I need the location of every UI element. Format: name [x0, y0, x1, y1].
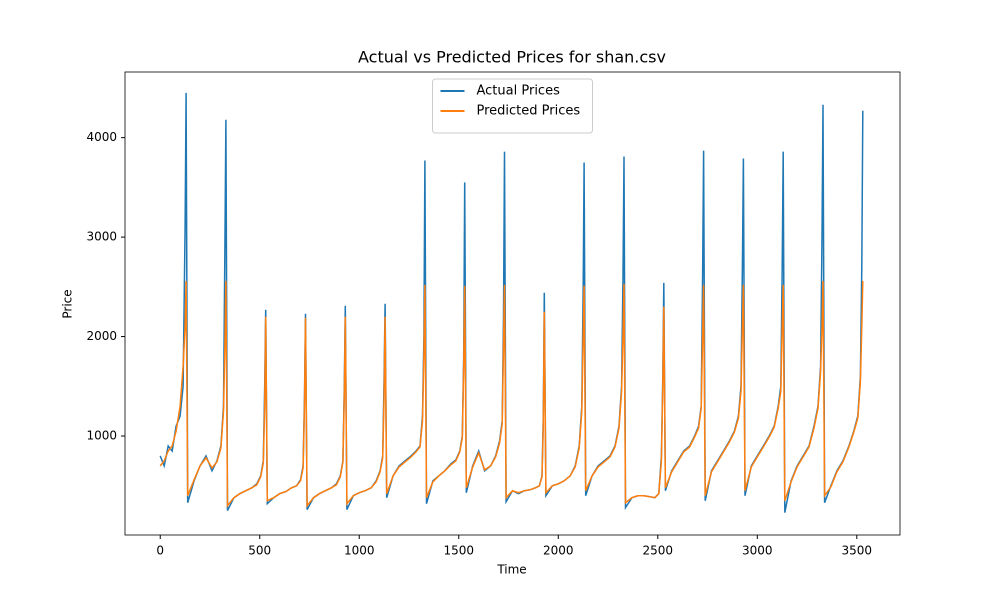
plot-frame	[124, 71, 901, 536]
x-tick-label: 1500	[443, 544, 474, 558]
data-line	[159, 92, 864, 513]
y-tick-label: 3000	[86, 230, 117, 244]
x-tick-label: 3500	[842, 544, 873, 558]
legend-label: Actual Prices	[477, 84, 561, 99]
legend-box	[432, 78, 593, 134]
y-tick-label: 4000	[86, 130, 117, 144]
y-tick-label: 1000	[86, 429, 117, 443]
x-axis-label: Time	[496, 563, 526, 577]
x-tick-label: 2500	[643, 544, 674, 558]
x-tick-label: 500	[248, 544, 271, 558]
x-tick-label: 3000	[742, 544, 773, 558]
data-line	[159, 280, 864, 508]
x-tick-label: 1000	[344, 544, 375, 558]
legend: Actual Prices Predicted Prices	[432, 78, 593, 134]
legend-label: Predicted Prices	[477, 104, 581, 119]
x-tick-label: 0	[156, 544, 164, 558]
x-tick-label: 2000	[543, 544, 574, 558]
y-tick-label: 2000	[86, 329, 117, 343]
chart-title: Actual vs Predicted Prices for shan.csv	[358, 48, 666, 67]
y-axis-label: Price	[61, 289, 75, 318]
